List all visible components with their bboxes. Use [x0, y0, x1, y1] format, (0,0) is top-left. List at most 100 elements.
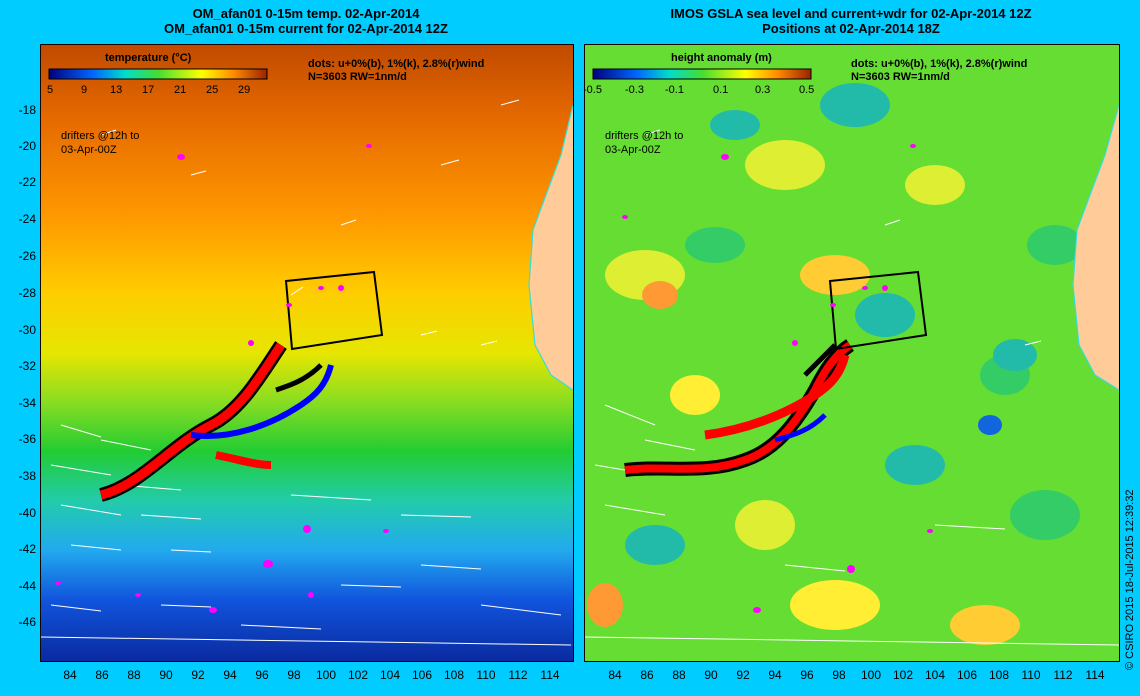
right-drifter-note: drifters @12h to 03-Apr-00Z — [605, 129, 683, 157]
temp-cbar-tick-5: 25 — [206, 84, 219, 96]
lat-tick: -22 — [18, 175, 36, 189]
lon-tick: 108 — [988, 668, 1010, 682]
temp-cbar-tick-3: 17 — [142, 84, 155, 96]
lon-tick: 84 — [608, 668, 622, 682]
land-australia-right — [1073, 105, 1119, 390]
lon-tick: 92 — [736, 668, 750, 682]
height-colorbar-title: height anomaly (m) — [671, 52, 772, 64]
temperature-colorbar-title: temperature (°C) — [105, 52, 192, 64]
left-drifter-note: drifters @12h to 03-Apr-00Z — [61, 129, 139, 157]
lon-tick: 112 — [508, 668, 528, 682]
lon-tick: 94 — [768, 668, 782, 682]
left-dots-legend: dots: u+0%(b), 1%(k), 2.8%(r)wind N=3603… — [308, 58, 484, 84]
lat-tick: -38 — [18, 469, 36, 483]
left-dots-legend-line2: N=3603 RW=1nm/d — [308, 71, 407, 83]
region-box — [284, 270, 384, 351]
lon-tick: 98 — [287, 668, 301, 682]
left-title-line2: OM_afan01 0-15m current for 02-Apr-2014 … — [164, 21, 448, 36]
temp-cbar-tick-0: 5 — [47, 84, 54, 96]
temperature-map-svg — [41, 45, 573, 661]
lon-tick: 110 — [476, 668, 496, 682]
lon-tick: 100 — [860, 668, 882, 682]
ha-cbar-tick-0: -0.5 — [584, 84, 602, 96]
lon-tick: 88 — [672, 668, 686, 682]
lon-tick: 100 — [315, 668, 337, 682]
lat-tick: -40 — [18, 506, 36, 520]
lon-tick: 112 — [1053, 668, 1073, 682]
lat-tick: -24 — [18, 212, 36, 226]
lon-tick: 92 — [191, 668, 205, 682]
lon-tick: 86 — [95, 668, 109, 682]
right-drifter-note-line1: drifters @12h to — [605, 130, 684, 142]
drifter-cloud-right — [624, 339, 855, 477]
lon-tick: 90 — [159, 668, 173, 682]
temp-cbar-tick-1: 9 — [81, 84, 88, 96]
temperature-map: temperature (°C) 5 9 13 17 21 25 29 dots… — [40, 44, 574, 662]
lat-tick: -42 — [18, 542, 36, 556]
magenta-markers-right — [622, 144, 933, 613]
temp-cbar-tick-4: 21 — [174, 84, 187, 96]
coastline-right — [1072, 104, 1119, 391]
right-dots-legend-line2: N=3603 RW=1nm/d — [851, 71, 950, 83]
credit-text: © CSIRO 2015 18-Jul-2015 12:39:32 — [1124, 489, 1136, 670]
drifter-cloud — [99, 341, 334, 502]
right-panel-title: IMOS GSLA sea level and current+wdr for … — [584, 6, 1118, 36]
lat-tick: -36 — [18, 432, 36, 446]
lon-tick: 104 — [924, 668, 946, 682]
right-dots-legend: dots: u+0%(b), 1%(k), 2.8%(r)wind N=3603… — [851, 58, 1027, 84]
left-title-line1: OM_afan01 0-15m temp. 02-Apr-2014 — [192, 6, 420, 21]
ha-cbar-tick-2: -0.1 — [665, 84, 684, 96]
lon-tick: 102 — [347, 668, 369, 682]
lat-tick: -46 — [18, 615, 36, 629]
lat-tick: -30 — [18, 323, 36, 337]
lon-tick: 106 — [956, 668, 978, 682]
lon-tick: 90 — [704, 668, 718, 682]
temperature-colorbar — [48, 68, 268, 80]
credit-stamp: © CSIRO 2015 18-Jul-2015 12:39:32 — [1120, 420, 1140, 670]
lon-tick: 114 — [540, 668, 560, 682]
lat-tick: -32 — [18, 359, 36, 373]
lon-tick: 106 — [411, 668, 433, 682]
lat-tick: -20 — [18, 139, 36, 153]
left-drifter-note-line2: 03-Apr-00Z — [61, 144, 117, 156]
lat-tick: -28 — [18, 286, 36, 300]
lon-tick: 108 — [443, 668, 465, 682]
lon-tick: 102 — [892, 668, 914, 682]
lat-tick: -18 — [18, 103, 36, 117]
lat-tick: -44 — [18, 579, 36, 593]
ha-cbar-tick-1: -0.3 — [625, 84, 644, 96]
ha-cbar-tick-3: 0.1 — [713, 84, 729, 96]
ha-cbar-tick-4: 0.3 — [755, 84, 771, 96]
right-title-line2: Positions at 02-Apr-2014 18Z — [762, 21, 940, 36]
lon-tick: 96 — [800, 668, 814, 682]
lon-tick: 84 — [63, 668, 77, 682]
lon-tick: 98 — [832, 668, 846, 682]
right-dots-legend-line1: dots: u+0%(b), 1%(k), 2.8%(r)wind — [851, 58, 1028, 70]
coastline — [528, 104, 573, 391]
region-box-right — [828, 270, 928, 351]
left-panel-title: OM_afan01 0-15m temp. 02-Apr-2014 OM_afa… — [40, 6, 572, 36]
lon-tick: 104 — [379, 668, 401, 682]
current-arrows — [41, 99, 572, 646]
lon-tick: 110 — [1021, 668, 1041, 682]
lat-tick: -34 — [18, 396, 36, 410]
height-anomaly-colorbar — [592, 68, 812, 80]
land-australia — [529, 105, 573, 390]
left-drifter-note-line1: drifters @12h to — [61, 130, 140, 142]
height-anomaly-map-svg — [585, 45, 1119, 661]
anomaly-patches — [587, 83, 1083, 645]
lat-tick: -26 — [18, 249, 36, 263]
temp-cbar-tick-2: 13 — [110, 84, 123, 96]
left-dots-legend-line1: dots: u+0%(b), 1%(k), 2.8%(r)wind — [308, 58, 485, 70]
lon-tick: 86 — [640, 668, 654, 682]
temp-cbar-tick-6: 29 — [238, 84, 251, 96]
height-anomaly-map: height anomaly (m) -0.5 -0.3 -0.1 0.1 0.… — [584, 44, 1120, 662]
lon-tick: 96 — [255, 668, 269, 682]
right-drifter-note-line2: 03-Apr-00Z — [605, 144, 661, 156]
ha-cbar-tick-5: 0.5 — [799, 84, 815, 96]
right-title-line1: IMOS GSLA sea level and current+wdr for … — [670, 6, 1032, 21]
lon-tick: 94 — [223, 668, 237, 682]
temperature-field — [41, 45, 573, 661]
lon-tick: 88 — [127, 668, 141, 682]
lon-tick: 114 — [1085, 668, 1105, 682]
